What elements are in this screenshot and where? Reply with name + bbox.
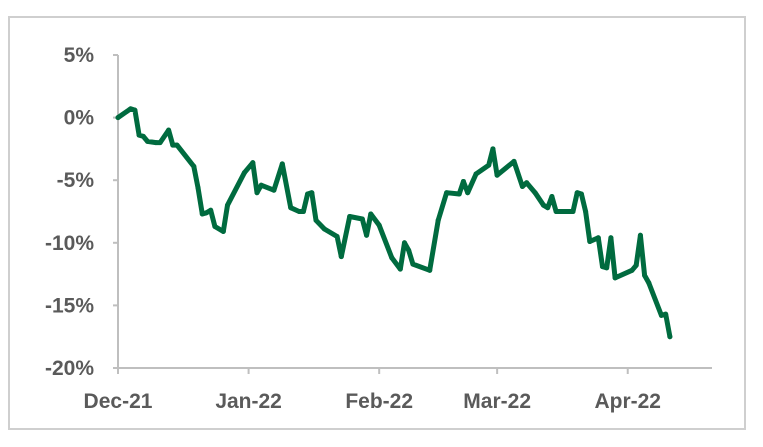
data-point (524, 180, 530, 186)
data-point (347, 214, 353, 220)
data-point (195, 185, 201, 191)
data-point (587, 239, 593, 245)
data-point (465, 190, 471, 196)
data-point (410, 261, 416, 267)
y-tick-label: -20% (45, 357, 94, 380)
data-point (288, 205, 294, 211)
data-point (174, 142, 180, 148)
data-point (532, 190, 538, 196)
data-point (473, 171, 479, 177)
data-point (144, 138, 150, 144)
y-tick-label: 0% (64, 107, 95, 130)
data-point (444, 190, 450, 196)
data-point (663, 311, 669, 317)
data-point (296, 209, 302, 214)
data-point (595, 235, 601, 241)
data-point (241, 170, 247, 176)
data-point (338, 254, 344, 260)
data-point (389, 255, 395, 261)
data-point (646, 280, 652, 286)
data-point (300, 209, 306, 214)
data-point (220, 229, 226, 235)
data-point (658, 312, 664, 318)
data-point (490, 146, 496, 152)
data-point (511, 158, 517, 164)
data-point (225, 202, 231, 208)
data-point (132, 107, 138, 113)
data-point (553, 209, 559, 214)
data-point (406, 247, 412, 253)
y-tick-label: -15% (45, 294, 94, 317)
data-point (574, 190, 580, 196)
data-point (153, 140, 159, 146)
data-point (368, 211, 374, 217)
data-point (250, 160, 256, 166)
data-point (191, 163, 197, 169)
data-point (427, 267, 433, 273)
data-point (157, 140, 163, 146)
data-point (667, 334, 673, 340)
data-point (359, 216, 365, 222)
data-point (254, 190, 260, 196)
data-point (271, 187, 277, 193)
data-point (166, 127, 172, 133)
data-point (305, 191, 311, 197)
y-tick-label: -10% (45, 232, 94, 255)
data-point (321, 226, 327, 232)
data-point (136, 132, 142, 138)
data-point (604, 265, 610, 271)
data-point (279, 161, 285, 167)
series-line (115, 106, 673, 340)
x-tick-label: Dec-21 (84, 390, 153, 413)
data-point (364, 232, 370, 238)
data-point (199, 211, 205, 217)
data-point (212, 224, 218, 230)
data-point (599, 264, 605, 270)
data-point (486, 162, 492, 168)
data-point (397, 266, 403, 272)
data-point (549, 193, 555, 199)
data-point (208, 207, 214, 213)
data-point (313, 217, 319, 223)
data-point (608, 235, 614, 241)
data-point (115, 115, 121, 121)
data-point (494, 172, 500, 178)
x-tick-label: Mar-22 (463, 390, 531, 413)
data-point (545, 205, 551, 211)
data-point (460, 178, 466, 184)
data-point (258, 182, 264, 188)
data-point (401, 240, 407, 246)
data-point (128, 106, 134, 112)
data-point (519, 183, 525, 189)
data-point (376, 222, 382, 228)
data-point (633, 262, 639, 268)
y-tick-label: -5% (57, 169, 95, 192)
data-point (570, 209, 576, 214)
data-point (435, 217, 441, 223)
data-point (637, 232, 643, 238)
data-point (540, 202, 546, 208)
data-point (642, 272, 648, 278)
y-tick-label: 5% (64, 44, 95, 67)
data-point (578, 191, 584, 197)
x-tick-label: Feb-22 (345, 390, 413, 413)
data-point (334, 234, 340, 240)
data-point (140, 133, 146, 139)
x-tick-label: Apr-22 (594, 390, 661, 413)
data-point (203, 210, 209, 216)
data-point (583, 209, 589, 214)
data-point (456, 191, 462, 197)
data-point (612, 275, 618, 281)
data-point (309, 190, 315, 196)
data-point (629, 267, 635, 273)
x-tick-label: Jan-22 (215, 390, 282, 413)
data-point (170, 142, 176, 148)
